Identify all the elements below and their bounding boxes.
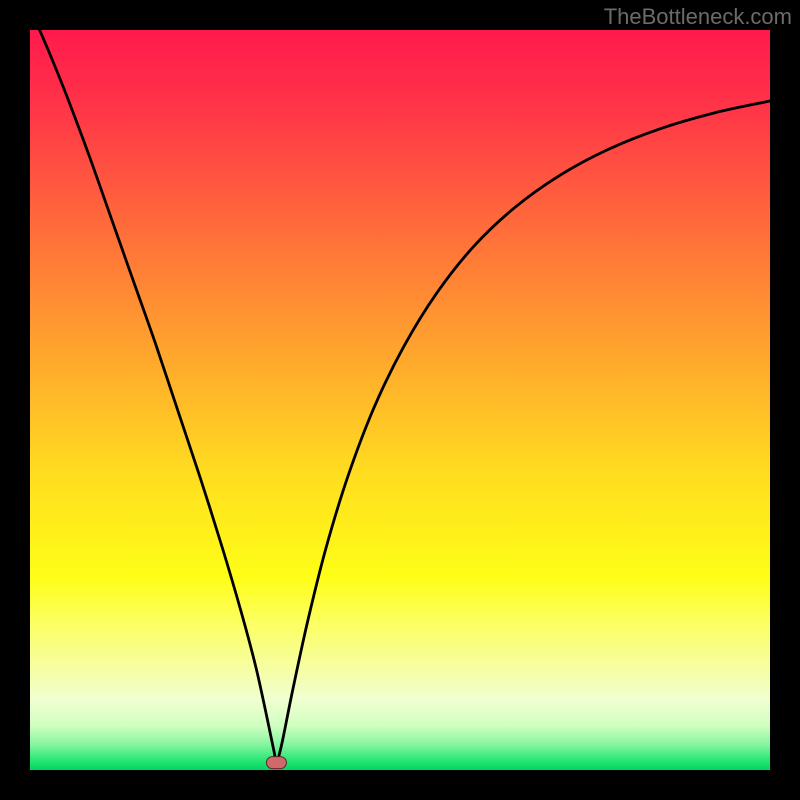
- plot-area: [30, 30, 770, 770]
- watermark-text: TheBottleneck.com: [604, 4, 792, 30]
- chart-container: TheBottleneck.com: [0, 0, 800, 800]
